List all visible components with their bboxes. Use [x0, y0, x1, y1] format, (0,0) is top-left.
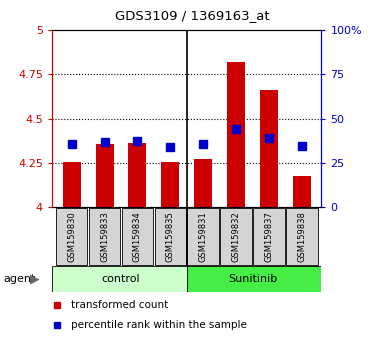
- Text: GSM159831: GSM159831: [199, 211, 208, 262]
- FancyBboxPatch shape: [286, 208, 318, 265]
- FancyBboxPatch shape: [52, 266, 187, 292]
- Text: GSM159830: GSM159830: [67, 211, 76, 262]
- Bar: [95, 144, 114, 207]
- Text: agent: agent: [4, 274, 36, 284]
- Text: GSM159834: GSM159834: [133, 211, 142, 262]
- Bar: [128, 143, 146, 207]
- FancyBboxPatch shape: [253, 208, 285, 265]
- FancyBboxPatch shape: [56, 208, 87, 265]
- FancyBboxPatch shape: [220, 208, 252, 265]
- Bar: [63, 162, 81, 207]
- FancyBboxPatch shape: [187, 208, 219, 265]
- Bar: [293, 176, 311, 207]
- Bar: [227, 62, 245, 207]
- Text: transformed count: transformed count: [71, 300, 168, 310]
- Text: GSM159835: GSM159835: [166, 211, 175, 262]
- Text: GDS3109 / 1369163_at: GDS3109 / 1369163_at: [115, 9, 270, 22]
- FancyBboxPatch shape: [122, 208, 153, 265]
- Text: Sunitinib: Sunitinib: [228, 274, 277, 284]
- Bar: [260, 90, 278, 207]
- Bar: [194, 159, 212, 207]
- Text: control: control: [102, 274, 140, 284]
- Text: GSM159833: GSM159833: [100, 211, 109, 262]
- Text: GSM159837: GSM159837: [264, 211, 273, 262]
- FancyBboxPatch shape: [89, 208, 121, 265]
- Text: ▶: ▶: [30, 272, 39, 285]
- Text: GSM159832: GSM159832: [231, 211, 241, 262]
- Text: percentile rank within the sample: percentile rank within the sample: [71, 320, 247, 330]
- Bar: [161, 162, 179, 207]
- FancyBboxPatch shape: [154, 208, 186, 265]
- Text: GSM159838: GSM159838: [297, 211, 306, 262]
- FancyBboxPatch shape: [187, 266, 321, 292]
